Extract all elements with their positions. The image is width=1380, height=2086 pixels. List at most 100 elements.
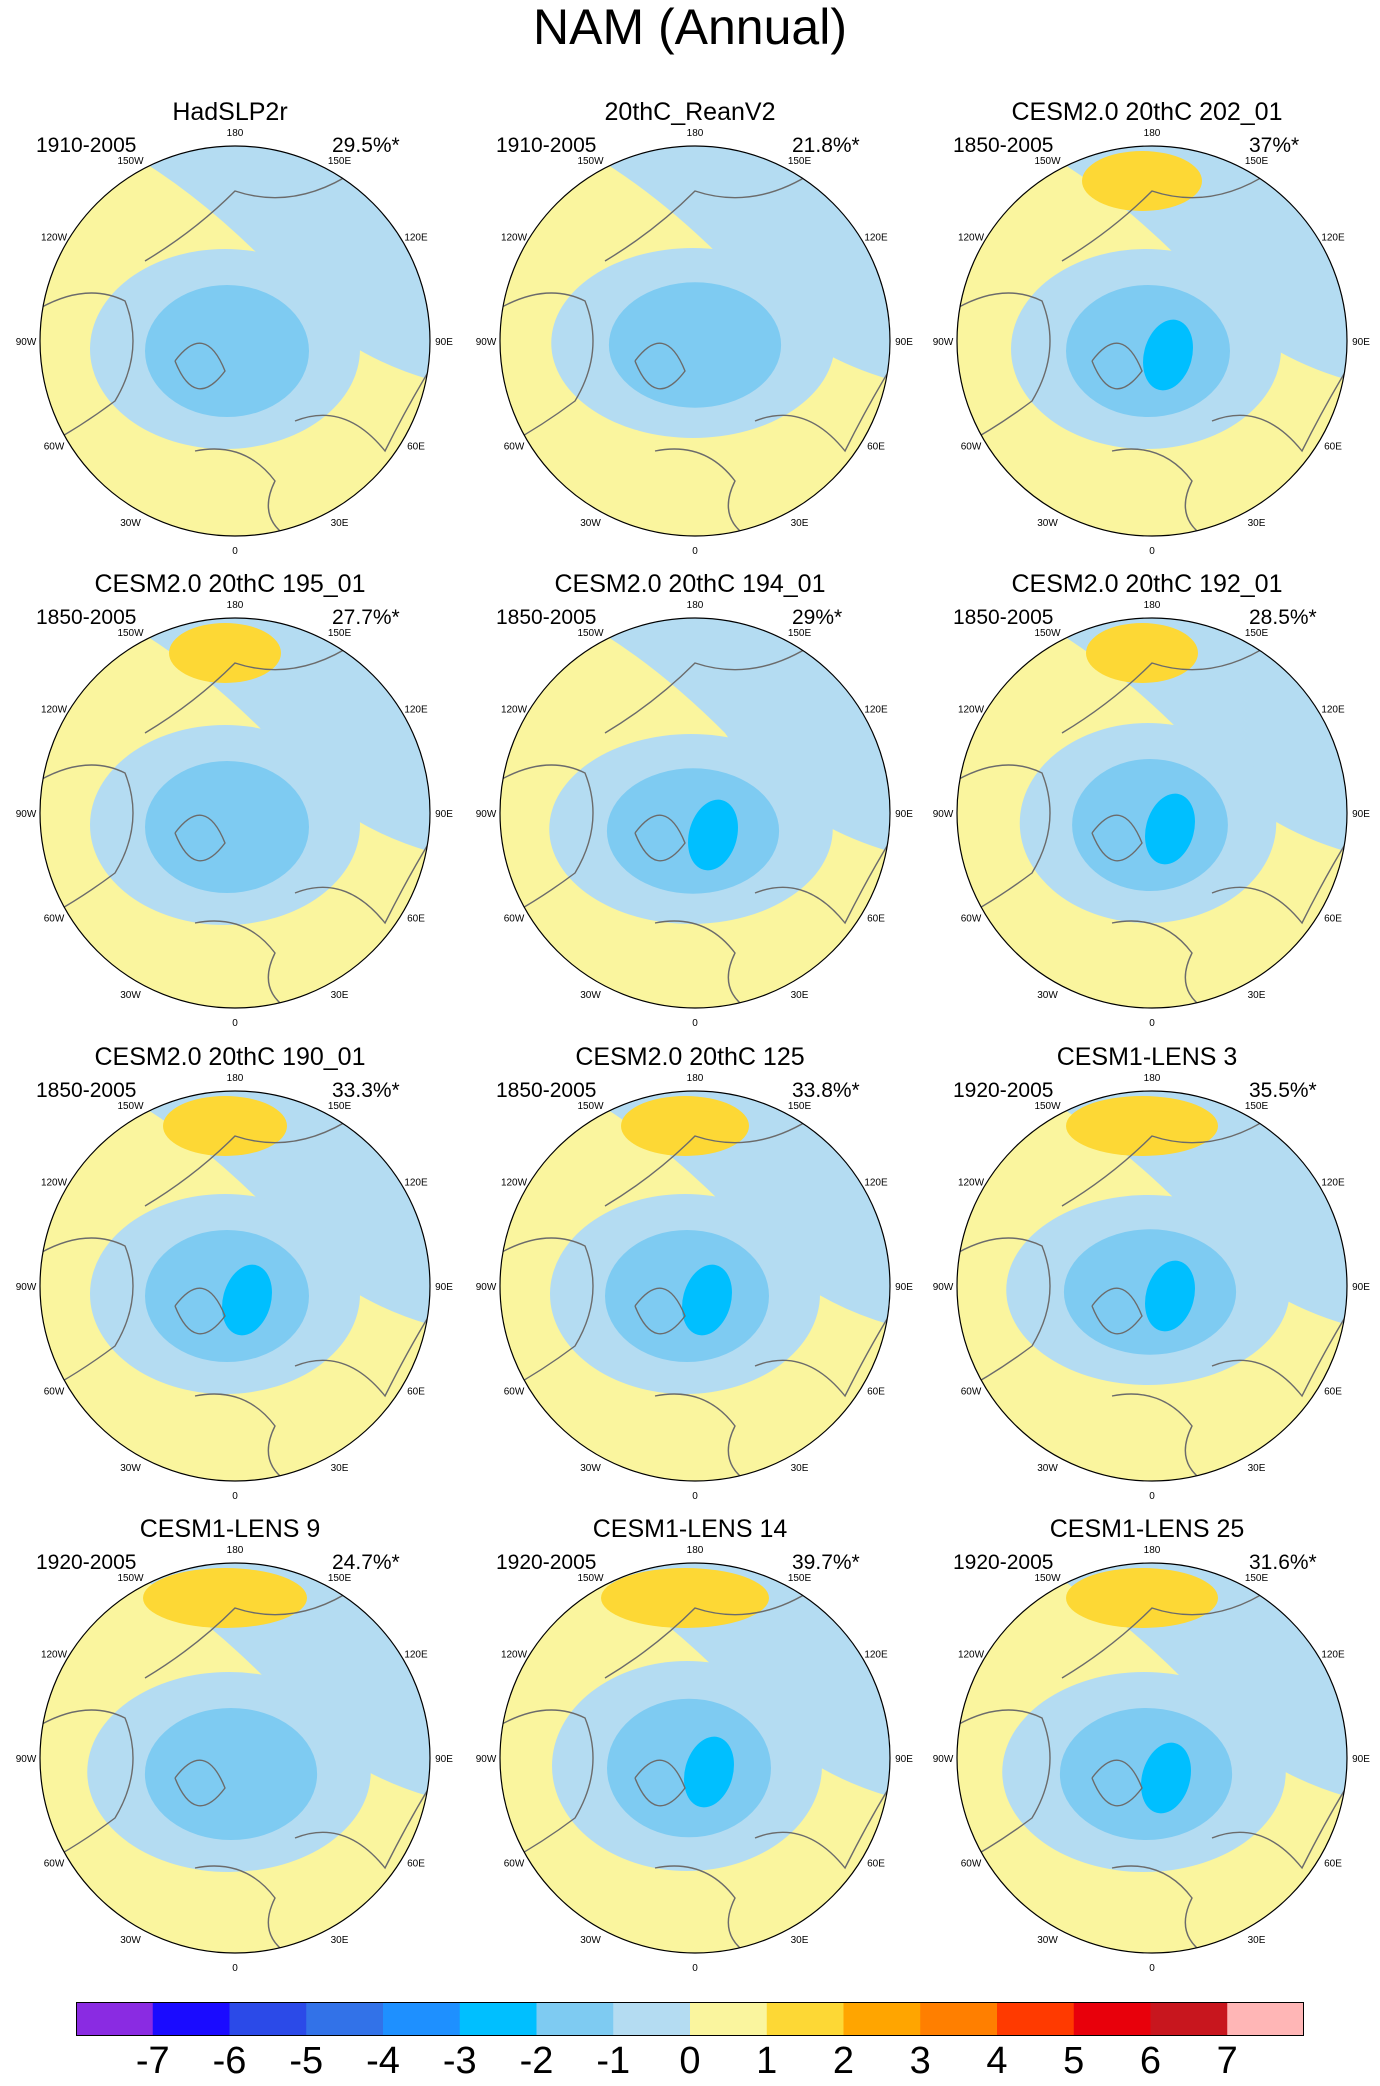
coastline bbox=[1061, 1587, 1273, 1679]
coastline bbox=[1211, 832, 1347, 925]
panel-variance-explained: 29.5%* bbox=[332, 134, 400, 157]
positive-anomaly-region bbox=[143, 1568, 307, 1628]
map-panel: CESM2.0 20thC 190_01 1850-2005 33.3%* 180 15… bbox=[0, 1043, 460, 1518]
coastline bbox=[500, 292, 594, 452]
coastline bbox=[604, 642, 816, 734]
coastline bbox=[500, 1237, 594, 1397]
longitude-label: 150E bbox=[328, 1101, 352, 1112]
longitude-label: 150E bbox=[788, 156, 812, 167]
colorbar-labels: -7 -6 -5 -4 -3 -2 -1 0 1 2 3 4 5 6 7 bbox=[0, 2040, 1380, 2086]
longitude-label: 120E bbox=[864, 1178, 888, 1189]
longitude-label: 180 bbox=[1144, 600, 1161, 611]
coastline bbox=[194, 1865, 296, 1953]
longitude-label: 0 bbox=[1149, 1018, 1155, 1029]
longitude-label: 60W bbox=[44, 1859, 65, 1870]
coastline bbox=[754, 1777, 890, 1870]
longitude-label: 60E bbox=[867, 442, 885, 453]
panel-title: CESM1-LENS 25 bbox=[1049, 1515, 1245, 1543]
longitude-label: 120E bbox=[404, 1178, 428, 1189]
coastline bbox=[144, 642, 356, 734]
longitude-label: 30W bbox=[580, 1935, 601, 1946]
longitude-label: 60E bbox=[407, 914, 425, 925]
coastline bbox=[174, 342, 226, 390]
positive-anomaly-region bbox=[169, 623, 281, 683]
coastline bbox=[1111, 1393, 1213, 1481]
longitude-label: 120W bbox=[501, 233, 528, 244]
longitude-label: 90W bbox=[476, 1282, 497, 1293]
longitude-label: 30E bbox=[331, 518, 349, 529]
longitude-label: 30W bbox=[1037, 1935, 1058, 1946]
longitude-label: 90W bbox=[476, 809, 497, 820]
longitude-label: 90E bbox=[895, 1282, 913, 1293]
colorbar bbox=[76, 2002, 1304, 2036]
longitude-label: 150W bbox=[117, 1101, 144, 1112]
panel-period: 1850-2005 bbox=[953, 134, 1054, 157]
polar-map: 180 150E 120E 90E 60E 30E 0 30W 60W 90W 120W 150W bbox=[476, 128, 914, 557]
coastline bbox=[174, 814, 226, 862]
longitude-label: 150W bbox=[1034, 156, 1061, 167]
colorbar-segment bbox=[920, 2002, 998, 2036]
panel-variance-explained: 33.8%* bbox=[792, 1079, 860, 1102]
coastline bbox=[754, 832, 890, 925]
longitude-label: 0 bbox=[232, 1018, 238, 1029]
positive-anomaly-region bbox=[163, 1096, 287, 1156]
longitude-label: 150E bbox=[1245, 628, 1269, 639]
colorbar-segment bbox=[536, 2002, 614, 2036]
map-border bbox=[499, 1090, 891, 1482]
panel-title: CESM2.0 20thC 190_01 bbox=[94, 1043, 366, 1071]
longitude-label: 0 bbox=[232, 1491, 238, 1502]
panel-variance-explained: 31.6%* bbox=[1249, 1551, 1317, 1574]
longitude-label: 30W bbox=[120, 1935, 141, 1946]
panel-title: CESM2.0 20thC 125 bbox=[575, 1043, 805, 1071]
longitude-label: 60W bbox=[44, 1387, 65, 1398]
map-border bbox=[956, 1090, 1348, 1482]
panel-title: CESM2.0 20thC 195_01 bbox=[94, 570, 366, 598]
negative-anomaly-core bbox=[608, 282, 782, 408]
longitude-label: 90W bbox=[933, 809, 954, 820]
longitude-label: 180 bbox=[1144, 1073, 1161, 1084]
panel-variance-explained: 24.7%* bbox=[332, 1551, 400, 1574]
longitude-label: 90E bbox=[1352, 809, 1370, 820]
polar-map: 180 150E 120E 90E 60E 30E 0 30W 60W 90W 120W 150W bbox=[933, 128, 1371, 557]
longitude-label: 60E bbox=[1324, 442, 1342, 453]
longitude-label: 30E bbox=[1248, 990, 1266, 1001]
longitude-label: 60E bbox=[867, 1859, 885, 1870]
longitude-label: 90E bbox=[435, 809, 453, 820]
coastline bbox=[194, 448, 296, 536]
colorbar-tick-label: -3 bbox=[442, 2040, 477, 2082]
colorbar-tick-label: -4 bbox=[366, 2040, 400, 2082]
longitude-label: 0 bbox=[232, 546, 238, 557]
colorbar-tick-label: 0 bbox=[679, 2040, 701, 2082]
longitude-label: 180 bbox=[227, 1073, 244, 1084]
polar-map: 180 150E 120E 90E 60E 30E 0 30W 60W 90W 120W 150W bbox=[933, 1073, 1371, 1502]
longitude-label: 30W bbox=[120, 1463, 141, 1474]
coastline bbox=[654, 920, 756, 1008]
longitude-label: 30E bbox=[1248, 1935, 1266, 1946]
polar-map: 180 150E 120E 90E 60E 30E 0 30W 60W 90W 120W 150W bbox=[476, 600, 914, 1029]
longitude-label: 0 bbox=[232, 1963, 238, 1974]
longitude-label: 30E bbox=[791, 990, 809, 1001]
longitude-label: 150E bbox=[328, 1573, 352, 1584]
longitude-label: 120W bbox=[958, 233, 985, 244]
coastline bbox=[144, 1115, 356, 1207]
map-border bbox=[39, 145, 431, 537]
polar-map: 180 150E 120E 90E 60E 30E 0 30W 60W 90W 120W 150W bbox=[16, 600, 454, 1029]
longitude-label: 120E bbox=[404, 705, 428, 716]
longitude-label: 90E bbox=[1352, 1282, 1370, 1293]
colorbar-tick-label: -6 bbox=[212, 2040, 247, 2082]
longitude-label: 30E bbox=[791, 1463, 809, 1474]
longitude-label: 60W bbox=[961, 1387, 982, 1398]
colorbar-tick-label: -7 bbox=[135, 2040, 170, 2082]
longitude-label: 120E bbox=[1321, 1650, 1345, 1661]
coastline bbox=[957, 764, 1051, 924]
positive-anomaly-region bbox=[601, 1568, 769, 1628]
coastline bbox=[634, 1287, 686, 1335]
panel-title: CESM1-LENS 3 bbox=[1056, 1043, 1238, 1071]
colorbar-tick-label: 4 bbox=[986, 2040, 1008, 2082]
longitude-label: 120W bbox=[41, 1178, 68, 1189]
coastline bbox=[654, 1865, 756, 1953]
longitude-label: 30W bbox=[580, 1463, 601, 1474]
positive-anomaly-region bbox=[1082, 151, 1202, 211]
negative-anomaly-center bbox=[1143, 319, 1193, 391]
map-border bbox=[499, 1562, 891, 1954]
